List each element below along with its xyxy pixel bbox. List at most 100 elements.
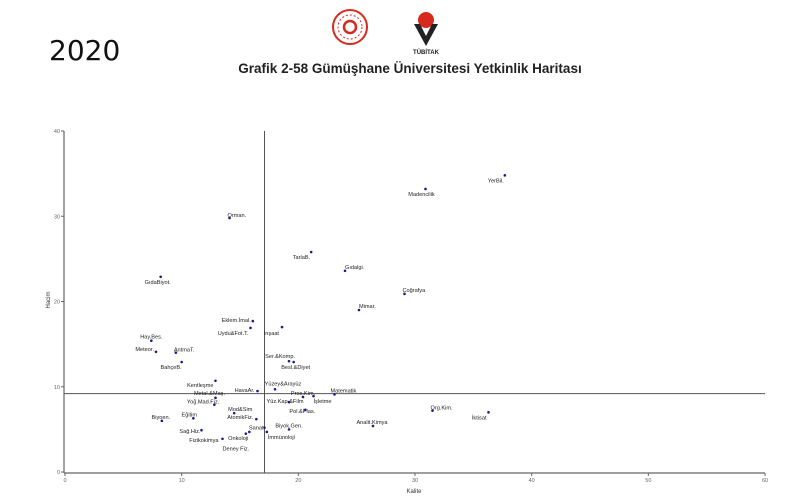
data-point <box>343 269 347 273</box>
data-point <box>357 308 361 312</box>
data-point-label: Yoğ.Mad.Fiz. <box>187 400 220 406</box>
data-point-label: Uydu&Fot.T. <box>218 331 249 337</box>
data-point-label: Hay.Bes. <box>140 335 163 341</box>
data-point <box>251 319 255 323</box>
data-point <box>214 396 217 400</box>
data-point <box>333 393 336 396</box>
data-point-label: Yüz.Kap.&Film <box>267 399 304 405</box>
tubitak-logo-icon: TÜBİTAK <box>413 12 440 56</box>
data-point <box>287 428 291 431</box>
x-tick-label: 30 <box>412 478 418 484</box>
data-point-label: Meteor. <box>135 347 154 353</box>
data-point <box>249 326 252 330</box>
data-point <box>292 360 295 364</box>
data-point-label: Ser.&Komp. <box>265 354 295 360</box>
data-point <box>174 351 178 354</box>
data-point-label: İnşaat <box>264 330 280 337</box>
logos: TÜBİTAK <box>328 6 458 61</box>
data-point <box>154 350 158 354</box>
data-point-label: Coğrafya <box>403 288 427 294</box>
data-point <box>273 388 277 391</box>
data-point <box>180 360 183 364</box>
x-tick-label: 50 <box>645 478 651 484</box>
data-point <box>265 430 269 434</box>
y-tick-label: 10 <box>54 385 60 391</box>
axes <box>61 130 766 476</box>
data-point-label: AtomikFiz. <box>227 415 254 421</box>
data-point <box>263 426 266 429</box>
data-point-label: Metal.&Maş. <box>194 391 226 397</box>
x-tick-label: 40 <box>529 478 535 484</box>
data-point <box>431 409 434 412</box>
data-point-label: Biyok.Gen. <box>275 423 303 429</box>
data-point-label: Mimar. <box>359 304 376 310</box>
data-point <box>150 339 153 343</box>
data-point <box>160 419 164 423</box>
data-point-label: İmmünoloji <box>268 434 295 441</box>
x-tick-label: 0 <box>63 478 66 484</box>
data-point <box>214 379 217 383</box>
data-point <box>287 400 291 404</box>
ministry-logo-icon <box>332 9 368 45</box>
data-point-label: Pros.Kim. <box>291 391 316 397</box>
data-point-label: Org.Kim. <box>431 406 454 412</box>
data-point-label: Sağ.Hiz. <box>179 429 201 435</box>
tick-labels: 0 10 20 30 40 50 60 0 10 20 30 40 <box>54 129 768 484</box>
x-tick-label: 60 <box>762 478 768 484</box>
data-point <box>244 432 248 435</box>
x-axis-label: Kalite <box>406 489 422 495</box>
data-point-label: YerBil. <box>488 178 504 184</box>
data-point <box>287 359 291 363</box>
tubitak-logo-text: TÜBİTAK <box>413 49 440 56</box>
data-point <box>487 411 490 414</box>
data-point <box>304 408 307 412</box>
logo-group: TÜBİTAK <box>332 9 440 56</box>
data-point <box>192 416 195 420</box>
data-point-label: Kentleşme <box>187 383 213 389</box>
data-point-label: Analit.Kimya <box>356 420 388 426</box>
data-point-label: BahçeB. <box>161 365 183 371</box>
y-tick-label: 20 <box>54 300 60 306</box>
data-point-label: Gıdalgi. <box>345 265 365 271</box>
data-point <box>371 424 375 428</box>
data-point-label: Biyoen. <box>151 415 170 421</box>
data-point <box>232 411 236 415</box>
chart-title: Grafik 2-58 Gümüşhane Üniversitesi Yetki… <box>238 61 582 76</box>
data-point-label: Sanat <box>249 426 264 432</box>
data-point <box>248 430 251 434</box>
data-point-label: İşletme <box>314 398 332 405</box>
data-point-label: Onkoloji <box>228 436 248 442</box>
y-axis-label: Hacim <box>46 291 52 308</box>
data-point-label: İktisat <box>472 414 487 421</box>
x-tick-label: 10 <box>179 478 185 484</box>
data-point <box>221 437 224 441</box>
data-point <box>403 292 406 296</box>
year-label: 2020 <box>49 34 121 67</box>
data-point-label: GıdaBiyot. <box>145 280 172 286</box>
data-point <box>159 275 162 279</box>
data-point <box>256 389 259 393</box>
data-point-label: Matematik <box>331 388 357 394</box>
y-tick-label: 30 <box>54 214 60 220</box>
y-tick-label: 40 <box>54 129 60 135</box>
data-point <box>200 428 203 432</box>
data-point-label: Fizikokimya <box>189 438 219 444</box>
data-point <box>280 325 284 329</box>
data-point-label: Yüzey&Arayüz <box>265 381 302 387</box>
data-point-label: AntmaT. <box>174 348 195 354</box>
data-point-label: Pol.&Plas. <box>289 409 315 415</box>
data-point <box>312 394 315 398</box>
data-point <box>424 187 427 191</box>
data-point-label: Mod&Sim <box>228 407 253 413</box>
data-point <box>503 174 507 177</box>
data-point-label: Madencilik <box>408 192 435 198</box>
y-tick-label: 0 <box>57 470 60 476</box>
data-point <box>255 417 258 421</box>
data-point <box>301 395 305 399</box>
x-tick-label: 20 <box>295 478 301 484</box>
data-point-label: Besl.&Diyet <box>281 365 310 371</box>
data-point-label: HavaAr. <box>235 388 255 394</box>
data-point-label: Eğitim <box>182 412 198 418</box>
data-point <box>228 216 231 220</box>
